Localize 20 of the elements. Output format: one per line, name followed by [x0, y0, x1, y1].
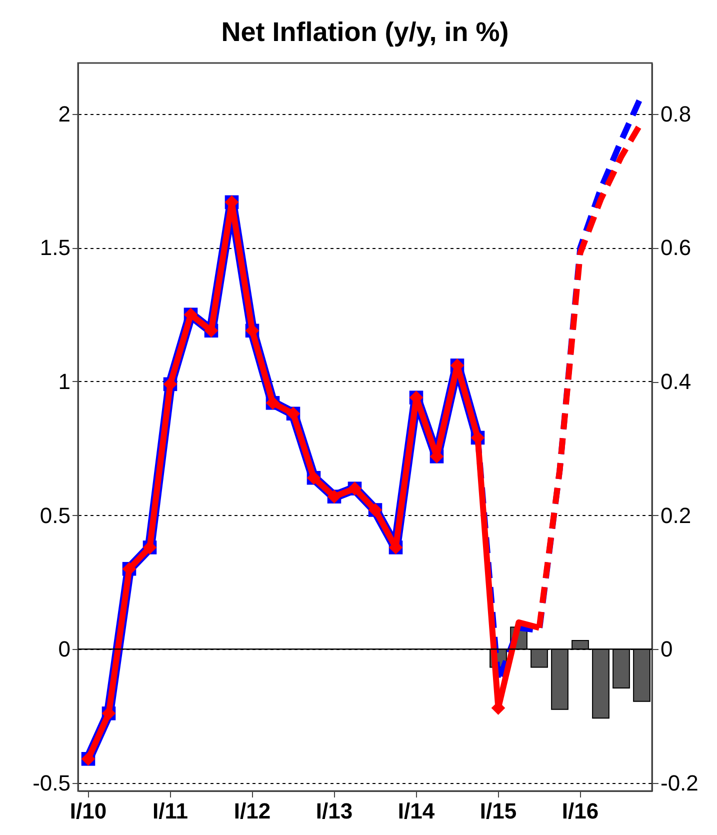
x-tick-label: I/14	[398, 798, 436, 824]
chart-title: Net Inflation (y/y, in %)	[221, 17, 509, 47]
y-tick-label: 0.5	[40, 502, 70, 528]
x-tick-label: I/13	[316, 798, 353, 824]
y2-tick-label: 0	[660, 636, 673, 662]
y2-tick-label: 0.8	[660, 101, 692, 126]
x-tick-label: I/12	[234, 798, 271, 824]
y2-tick-label: 0.2	[660, 502, 692, 528]
y-tick-label: 0	[58, 636, 70, 662]
y-tick-label: 1	[58, 369, 70, 394]
x-tick-label: I/16	[562, 798, 599, 824]
y2-tick-label: 0.4	[660, 369, 692, 394]
y-tick-label: 2	[58, 101, 70, 126]
x-tick-label: I/11	[152, 798, 188, 824]
y2-tick-label: -0.2	[660, 770, 698, 796]
x-tick-label: I/15	[480, 798, 517, 824]
x-tick-label: I/10	[70, 798, 107, 824]
y2-tick-label: 0.6	[660, 235, 692, 260]
y-tick-label: 1.5	[40, 235, 70, 260]
y-tick-label: -0.5	[32, 770, 70, 796]
